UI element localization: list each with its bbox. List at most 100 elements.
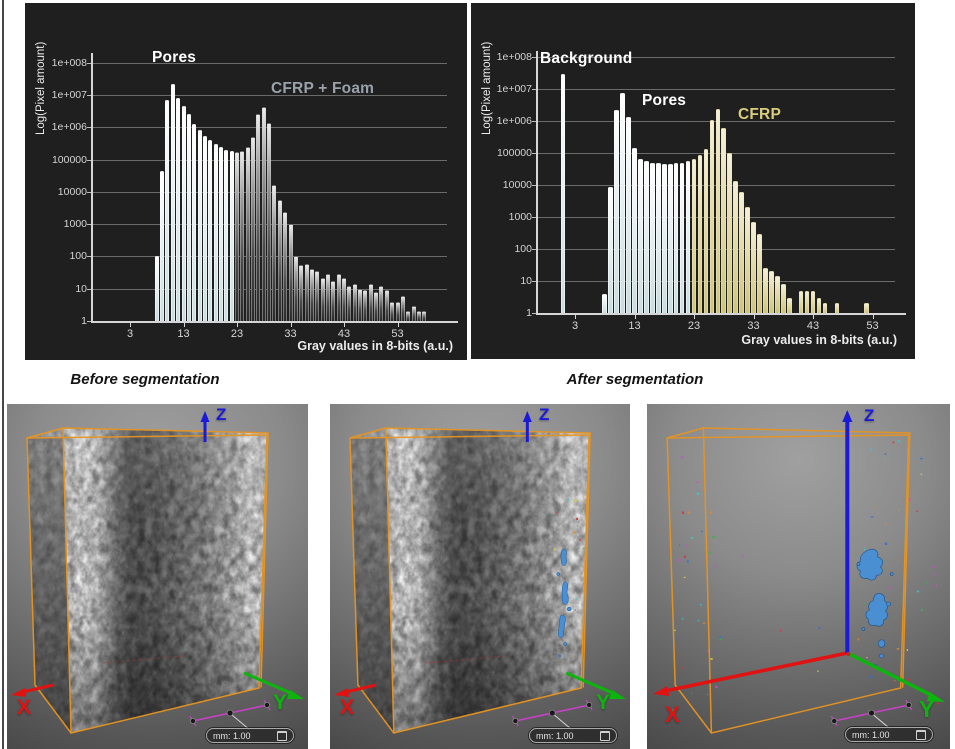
window-icon[interactable]: [600, 730, 610, 741]
histogram-bar: [763, 268, 768, 313]
x-tick-mark: [813, 315, 814, 319]
scale-unit-label: mm: 1.00: [536, 730, 574, 741]
grid-line: [537, 89, 895, 90]
x-tick-mark: [753, 315, 755, 319]
x-axis-label: X: [665, 702, 680, 727]
histogram-bar: [374, 291, 379, 321]
histogram-bar: [697, 154, 703, 313]
histogram-bar: [751, 222, 756, 313]
x-tick-mark: [344, 323, 345, 327]
y-tick-mark: [532, 185, 537, 186]
x-axis-label: X: [340, 696, 355, 719]
y-tick-mark: [87, 127, 92, 129]
y-tick-mark: [532, 57, 537, 58]
x-axis-arrow: [333, 683, 377, 697]
y-tick-label: 1000: [63, 218, 87, 231]
scale-unit-box[interactable]: mm: 1.00: [529, 728, 617, 743]
chart-annotation: Pores: [152, 49, 197, 66]
x-axis-arrow: [653, 651, 848, 696]
window-icon[interactable]: [277, 730, 287, 741]
scale-ruler[interactable]: [189, 699, 271, 731]
scale-ruler[interactable]: [511, 699, 593, 731]
histogram-bar: [733, 181, 738, 313]
scale-ruler[interactable]: [830, 699, 913, 731]
histogram-bar: [186, 114, 191, 321]
y-tick-label: 10: [75, 282, 87, 295]
scale-unit-box[interactable]: mm: 1.00: [206, 728, 294, 743]
histogram-bar: [715, 108, 721, 313]
grid-line: [92, 62, 447, 64]
x-tick-label: 23: [230, 328, 244, 340]
x-tick-mark: [130, 323, 131, 327]
viewer-volume-before: X Y Z mm: 1.00: [7, 404, 308, 749]
y-tick-label: 100: [514, 243, 532, 255]
histogram-bar: [650, 162, 655, 313]
histogram-bar: [685, 161, 691, 313]
y-tick-mark: [532, 313, 537, 314]
histogram-bar: [293, 256, 298, 321]
y-tick-mark: [87, 62, 92, 64]
x-tick-label: 33: [284, 328, 297, 340]
grid-line: [92, 94, 447, 96]
window-icon[interactable]: [916, 729, 926, 740]
histogram-bar: [620, 93, 625, 313]
y-tick-label: 1e+008: [496, 51, 532, 63]
histogram-bar: [192, 123, 197, 321]
bounding-box-wireframe: [666, 427, 911, 734]
chart-annotation: CFRP: [738, 106, 781, 123]
page-frame-line: [2, 0, 4, 749]
histogram-bar: [154, 256, 159, 321]
histogram-bar: [679, 162, 685, 313]
y-tick-label: 10000: [502, 179, 532, 191]
x-axis-line: [91, 321, 458, 323]
y-tick-mark: [532, 153, 537, 154]
x-tick-label: 3: [126, 328, 134, 340]
histogram-bar: [251, 136, 255, 321]
z-axis-label: Z: [864, 406, 875, 425]
histogram-bar: [804, 290, 810, 313]
3d-viewport[interactable]: [7, 404, 308, 749]
x-axis-arrow: [11, 683, 54, 697]
y-tick-label: 100: [69, 250, 87, 263]
axes-origin-dot: [846, 652, 851, 656]
x-tick-mark: [290, 323, 292, 327]
histogram-bar: [245, 147, 250, 321]
histogram-bar: [400, 295, 405, 321]
y-tick-label: 1: [526, 307, 532, 319]
x-axis-title: Gray values in 8-bits (a.u.): [741, 333, 897, 347]
3d-viewport[interactable]: [330, 404, 630, 749]
x-tick-mark: [872, 315, 874, 319]
y-tick-mark: [87, 256, 92, 258]
y-tick-label: 1e+007: [496, 83, 532, 95]
y-tick-label: 10000: [57, 185, 87, 198]
x-tick-label: 53: [866, 320, 879, 332]
x-tick-label: 13: [177, 328, 190, 340]
histogram-bar: [288, 224, 293, 321]
histogram-bar: [780, 284, 786, 313]
y-axis-line: [536, 51, 538, 313]
x-tick-mark: [694, 315, 695, 319]
histogram-bar: [363, 290, 368, 321]
y-tick-label: 1: [81, 315, 87, 327]
y-tick-mark: [532, 89, 537, 90]
ct-volume-render: [349, 428, 591, 733]
x-axis-line: [536, 313, 906, 315]
y-tick-mark: [87, 224, 92, 226]
segmented-pores-blue: [556, 549, 572, 658]
histogram-bar: [406, 311, 411, 321]
x-tick-label: 33: [747, 320, 760, 332]
histogram-bar: [240, 151, 245, 321]
histogram-bar: [757, 233, 762, 313]
histogram-bar: [208, 140, 213, 321]
scale-unit-box[interactable]: mm: 1.00: [845, 727, 933, 742]
histogram-bar: [422, 311, 427, 321]
x-axis-title: Gray values in 8-bits (a.u.): [297, 339, 453, 353]
histogram-bar: [745, 207, 750, 313]
ct-volume-render: [27, 428, 268, 733]
histogram-bar: [656, 163, 661, 313]
z-axis-arrow: [522, 411, 532, 442]
y-tick-mark: [87, 321, 92, 322]
3d-viewport[interactable]: [647, 404, 950, 749]
y-axis-arrow: [243, 671, 304, 699]
segmented-pore-cluster-blue: [856, 548, 894, 668]
